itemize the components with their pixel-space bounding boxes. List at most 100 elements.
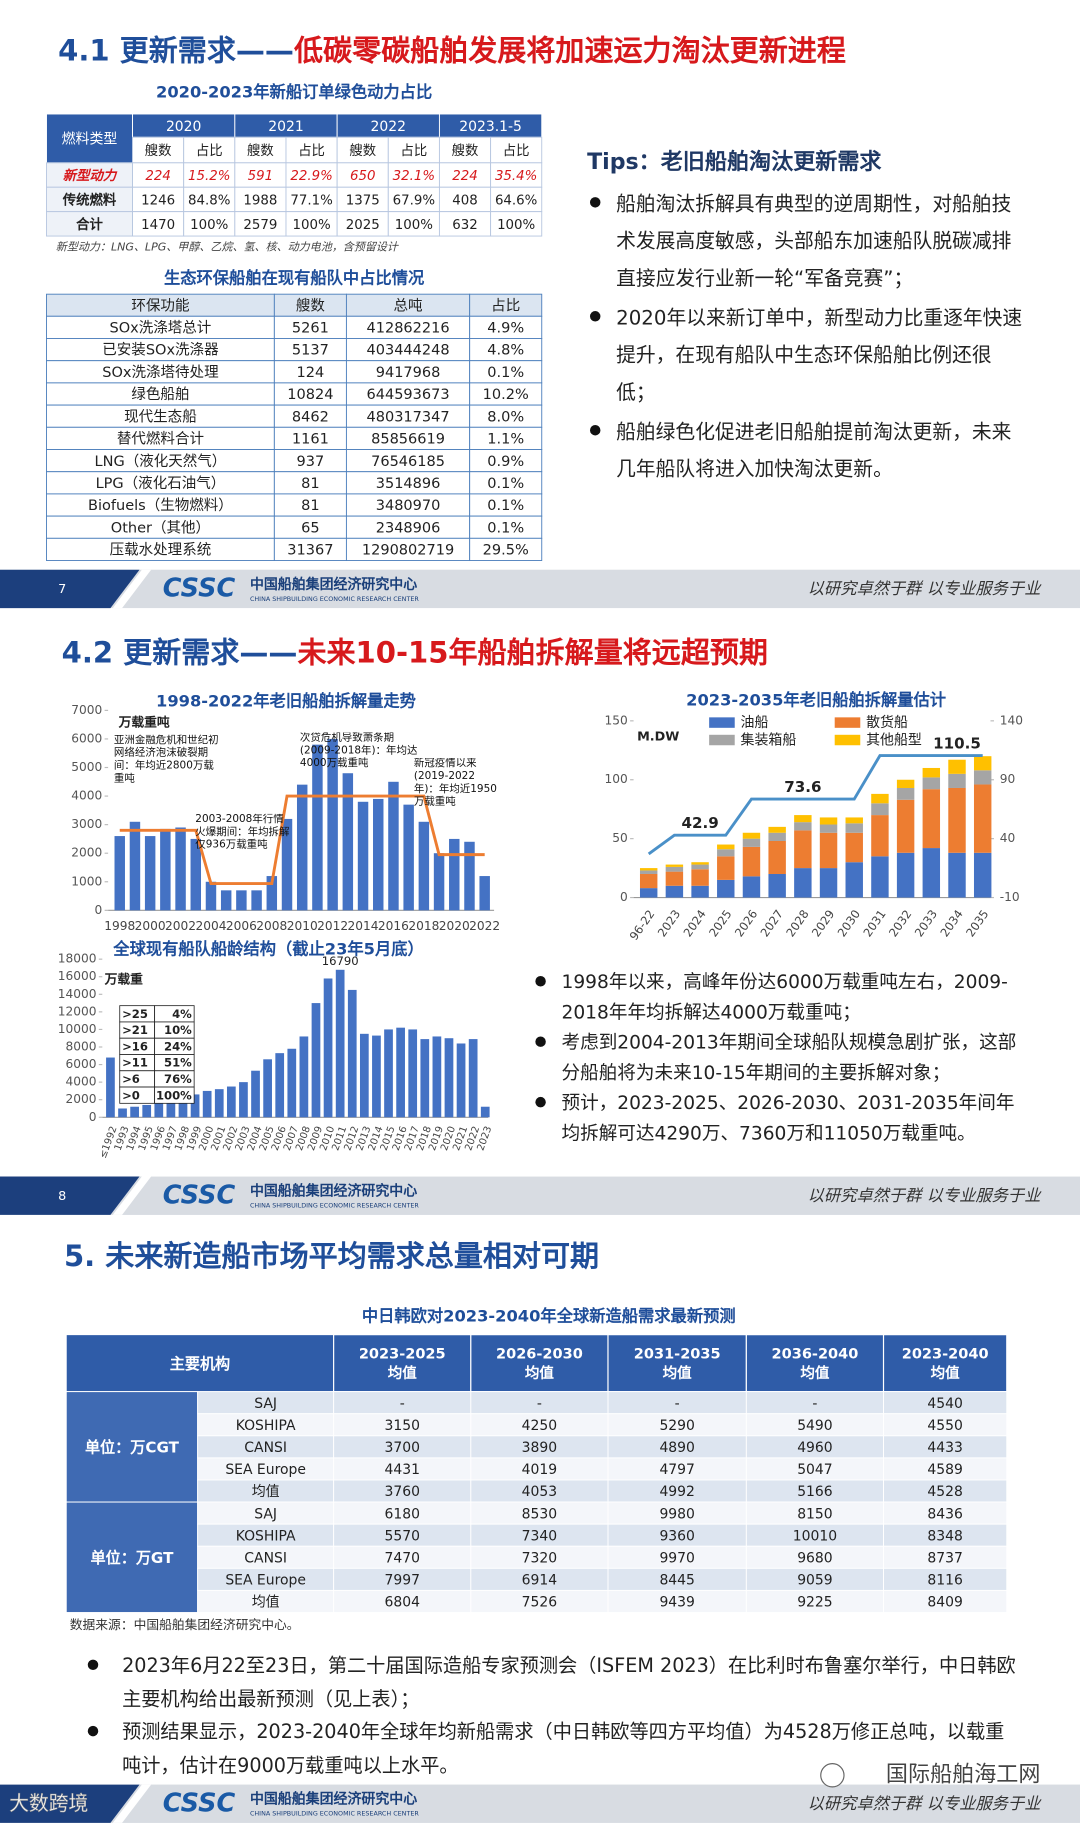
table-cell: 5570 (384, 1528, 419, 1544)
table-cell: 均值 (252, 1484, 280, 1500)
bar (347, 989, 357, 1118)
bar (794, 868, 812, 898)
table-cell: 3760 (384, 1484, 419, 1500)
table-cell: 1290802719 (362, 543, 454, 559)
bar (154, 1102, 164, 1118)
bar (665, 866, 684, 872)
table-header: 艘数 (296, 297, 326, 314)
bar (948, 787, 966, 853)
bar (396, 1027, 405, 1118)
y-tick-label: 50 (612, 831, 628, 845)
table-cell-bg (46, 162, 133, 188)
slide-title: 4.1 更新需求——低碳零碳船舶发展将加速运力淘汰更新进程 (58, 33, 846, 67)
bar (717, 856, 735, 880)
table-header: 均值 (525, 1364, 555, 1382)
bar (691, 885, 709, 898)
logo: CSSC (163, 573, 236, 603)
x-tick-label: 2008 (256, 919, 287, 933)
table-header: 2023-2040 (902, 1346, 989, 1362)
footer-band (0, 1784, 1080, 1823)
slide-title: 4.2 更新需求——未来10-15年船舶拆解量将远超预期 (62, 636, 768, 670)
table-header: 燃料类型 (62, 131, 118, 148)
bar (311, 1003, 321, 1118)
table-cell: KOSHIPA (236, 1528, 296, 1544)
table-cell: 1.1% (487, 432, 524, 448)
y-tick-label: 6000 (71, 731, 102, 745)
table-cell: 15.2% (188, 169, 230, 184)
table-cell: 9360 (659, 1528, 694, 1544)
table-cell: 0.9% (487, 454, 524, 470)
tips-title: Tips：老旧船舶淘汰更新需求 (587, 149, 882, 175)
inset-cell: >21 (122, 1023, 148, 1037)
bar (144, 836, 156, 911)
table-cell: 均值 (252, 1595, 280, 1611)
table-cell: - (675, 1396, 680, 1412)
inset-cell: 51% (164, 1056, 192, 1070)
bar (845, 832, 863, 863)
table-header-bg (65, 1334, 335, 1393)
table-header-bg (470, 1334, 609, 1393)
chart-title: 1998-2022年老旧船舶拆解量走势 (156, 692, 416, 711)
table-cell: 9439 (659, 1595, 694, 1611)
table-cell: 632 (452, 218, 478, 233)
bar (871, 793, 889, 804)
table-cell: 8436 (927, 1506, 962, 1522)
table-cell: 77.1% (290, 194, 332, 209)
table-header: 2023-2025 (359, 1346, 446, 1362)
bar (236, 890, 247, 911)
bullet-text: 预计，2023-2025、2026-2030、2031-2035年间年均拆解可达… (561, 1091, 1015, 1145)
y2-tick-label: 90 (1000, 772, 1016, 786)
watermark-icon (820, 1763, 845, 1788)
table-cell: - (812, 1396, 817, 1412)
table-cell: 412862216 (366, 321, 449, 337)
table-cell: 4433 (927, 1440, 962, 1456)
table-cell: 4528 (927, 1484, 962, 1500)
table-cell-bg (490, 186, 543, 213)
inset-cell: >25 (122, 1007, 148, 1021)
bar (896, 779, 915, 788)
table-cell: 480317347 (366, 409, 449, 425)
table-cell: Biofuels（生物燃料） (88, 496, 233, 514)
table-cell: 81 (301, 498, 319, 514)
bar (665, 864, 684, 867)
table-header: 环保功能 (131, 297, 189, 314)
table-cell: 9225 (797, 1595, 832, 1611)
table-header: 2023.1-5 (459, 119, 522, 135)
chart-title: 2023-2035年老旧船舶拆解量估计 (686, 691, 946, 710)
inset-cell: 10% (164, 1023, 192, 1037)
axis-unit: 万载重 (104, 972, 144, 988)
table-cell-bg (132, 186, 185, 213)
table-cell: 8.0% (487, 409, 524, 425)
table-cell-bg (438, 186, 492, 213)
table-cell: 新型动力 (63, 168, 118, 184)
bar (717, 844, 735, 850)
table-cell: 81 (301, 476, 319, 492)
bar (420, 1039, 430, 1118)
table-cell: 3890 (522, 1440, 557, 1456)
bar (639, 870, 658, 874)
table-cell: 10824 (287, 387, 333, 403)
bar (845, 862, 863, 898)
table-cell: 现代生态船 (124, 408, 197, 425)
bar (464, 841, 475, 911)
bar (742, 838, 761, 847)
bar (296, 784, 308, 911)
bar (845, 823, 863, 833)
y2-tick-label: 40 (1000, 831, 1016, 845)
table-cell: 6180 (384, 1506, 419, 1522)
bar (768, 873, 786, 898)
bar (327, 738, 338, 911)
watermark: 国际船舶海工网 (886, 1762, 1041, 1787)
page-number: 7 (58, 582, 66, 597)
table-cell: LNG（液化天然气） (95, 453, 227, 470)
table-cell: 5166 (797, 1484, 832, 1500)
bar (768, 826, 786, 833)
bar (166, 1100, 176, 1118)
bar (794, 815, 812, 823)
table-cell: 5137 (292, 343, 329, 359)
table-header: 均值 (388, 1364, 418, 1382)
table-cell: 6804 (384, 1595, 420, 1611)
table-cell: 7320 (522, 1550, 557, 1566)
bar (190, 1094, 200, 1118)
org-name-en: CHINA SHIPBUILDING ECONOMIC RESEARCH CEN… (250, 1202, 419, 1210)
